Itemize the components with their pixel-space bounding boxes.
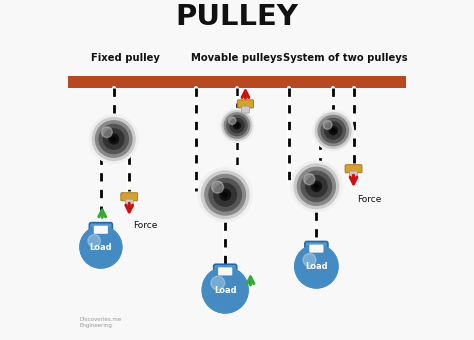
Text: Force: Force (357, 195, 381, 204)
Circle shape (111, 137, 116, 141)
Circle shape (311, 181, 321, 191)
Text: Fixed pulley: Fixed pulley (91, 53, 160, 63)
Text: PULLEY: PULLEY (175, 3, 299, 31)
Text: Force: Force (133, 221, 158, 230)
Circle shape (224, 113, 250, 138)
FancyBboxPatch shape (310, 244, 323, 253)
Circle shape (220, 108, 254, 142)
Text: System of two pulleys: System of two pulleys (283, 53, 407, 63)
FancyBboxPatch shape (218, 267, 232, 275)
Circle shape (314, 184, 319, 189)
FancyBboxPatch shape (125, 199, 133, 206)
Text: Load: Load (90, 243, 112, 252)
Circle shape (88, 235, 100, 247)
Circle shape (222, 110, 252, 140)
Circle shape (318, 115, 348, 146)
Circle shape (92, 118, 135, 160)
Circle shape (90, 115, 138, 163)
Circle shape (301, 171, 332, 202)
Circle shape (306, 176, 327, 197)
Circle shape (291, 161, 342, 211)
Circle shape (329, 126, 337, 135)
FancyBboxPatch shape (349, 171, 357, 178)
FancyBboxPatch shape (345, 165, 362, 173)
Text: Movable pulleys: Movable pulleys (191, 53, 283, 63)
FancyBboxPatch shape (237, 100, 254, 108)
Circle shape (101, 127, 112, 138)
Bar (68, 76, 406, 87)
Circle shape (331, 129, 335, 132)
Circle shape (202, 267, 248, 313)
Circle shape (214, 183, 237, 206)
Circle shape (227, 115, 247, 136)
FancyBboxPatch shape (214, 264, 237, 278)
Circle shape (236, 124, 238, 127)
Circle shape (80, 226, 122, 268)
Circle shape (297, 167, 336, 205)
FancyBboxPatch shape (242, 106, 249, 113)
Circle shape (209, 178, 241, 211)
Circle shape (99, 124, 128, 154)
Circle shape (103, 129, 124, 149)
Circle shape (201, 171, 249, 219)
Circle shape (234, 122, 240, 129)
Circle shape (295, 245, 338, 288)
Circle shape (223, 192, 228, 197)
FancyBboxPatch shape (90, 223, 112, 236)
Text: Discoveries.me
Engineering: Discoveries.me Engineering (80, 317, 122, 328)
Circle shape (230, 118, 244, 133)
FancyBboxPatch shape (121, 193, 137, 201)
Circle shape (205, 174, 246, 215)
Circle shape (323, 120, 332, 129)
Circle shape (95, 121, 132, 157)
Circle shape (228, 117, 236, 124)
Circle shape (321, 118, 346, 143)
Circle shape (304, 174, 315, 185)
Circle shape (80, 226, 122, 268)
Circle shape (220, 189, 230, 200)
Circle shape (109, 134, 118, 144)
Circle shape (303, 253, 316, 266)
Circle shape (212, 181, 224, 193)
Circle shape (202, 267, 248, 313)
Circle shape (211, 276, 225, 290)
Circle shape (325, 122, 342, 139)
Circle shape (315, 113, 351, 149)
Circle shape (313, 110, 354, 151)
Circle shape (295, 245, 338, 288)
Text: Load: Load (214, 286, 237, 294)
FancyBboxPatch shape (94, 226, 108, 234)
Circle shape (198, 168, 252, 222)
Circle shape (294, 164, 338, 209)
Text: Load: Load (305, 262, 328, 271)
FancyBboxPatch shape (305, 241, 328, 255)
